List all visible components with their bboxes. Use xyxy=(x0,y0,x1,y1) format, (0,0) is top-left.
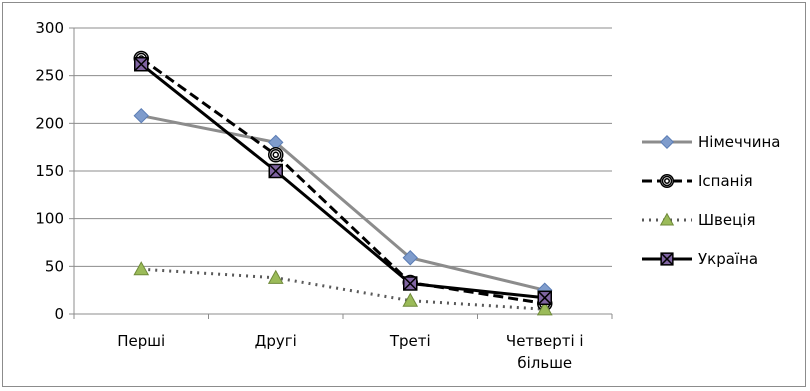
x-tick-label-2: Треті xyxy=(389,332,431,350)
series-3-point-3 xyxy=(537,290,552,306)
x-tick-label-3-0: Четверті і xyxy=(506,332,584,350)
series-2-point-2 xyxy=(402,292,419,307)
legend-label-2: Швеція xyxy=(698,211,756,229)
y-tick-label-150: 150 xyxy=(35,162,64,180)
series-1-point-1 xyxy=(268,147,284,163)
x-tick-label-1: Другі xyxy=(255,332,297,350)
x-tick-label-0: Перші xyxy=(117,332,165,350)
legend-marker-2 xyxy=(659,212,675,226)
series-3-point-1 xyxy=(268,163,283,179)
series-0-point-2 xyxy=(402,250,418,266)
y-tick-label-200: 200 xyxy=(35,114,64,132)
legend-label-3: Україна xyxy=(698,250,758,268)
legend-marker-0 xyxy=(659,134,675,150)
series-3-point-2 xyxy=(403,276,418,291)
series-2-point-0 xyxy=(133,261,150,276)
y-tick-label-300: 300 xyxy=(35,19,64,37)
legend-marker-1 xyxy=(659,173,675,189)
series-line-3 xyxy=(140,63,545,300)
series-line-0 xyxy=(140,114,546,292)
legend-label-0: Німеччина xyxy=(698,133,780,151)
legend-label-1: Іспанія xyxy=(698,172,753,190)
series-line-1 xyxy=(140,57,545,305)
y-tick-label-250: 250 xyxy=(35,67,64,85)
y-tick-label-0: 0 xyxy=(54,305,64,323)
series-2-point-3 xyxy=(536,301,553,316)
series-2-point-1 xyxy=(267,269,284,284)
y-tick-label-100: 100 xyxy=(35,210,64,228)
series-0-point-0 xyxy=(133,107,149,124)
legend-marker-3 xyxy=(660,252,674,266)
x-tick-label-3-1: більше xyxy=(517,354,572,372)
series-3-point-0 xyxy=(134,56,149,72)
y-tick-label-50: 50 xyxy=(45,257,64,275)
